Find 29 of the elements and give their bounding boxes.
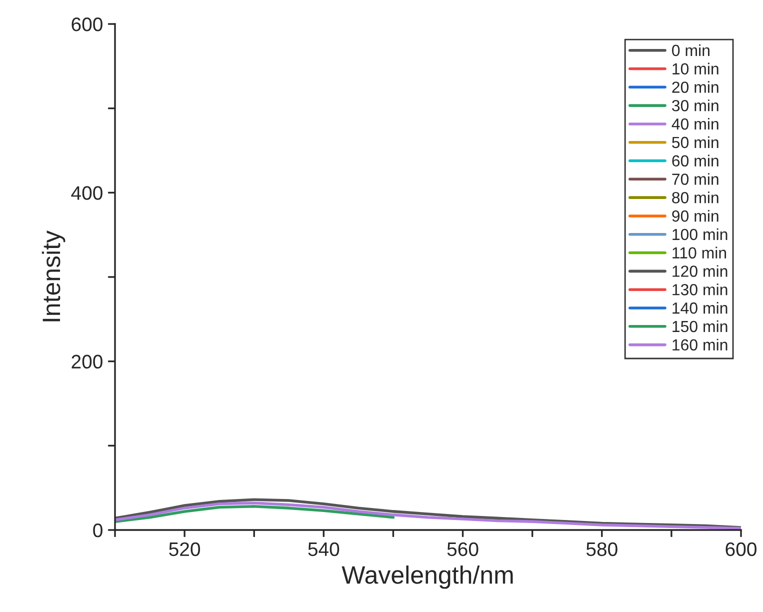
y-tick-label: 0 [93,523,102,538]
x-tick-label: 520 [169,542,200,556]
y-tick-label: 400 [71,186,102,200]
y-tick-label: 200 [72,354,102,369]
x-tick-label: 580 [586,542,618,556]
legend-label: 80 min [672,192,718,204]
legend-label: 0 min [672,44,710,56]
legend-label: 90 min [672,210,718,222]
legend-label: 100 min [672,228,728,240]
legend-label: 50 min [672,136,718,148]
legend-label: 120 min [672,265,728,277]
legend-label: 40 min [672,118,718,130]
legend-label: 150 min [672,320,728,332]
x-tick-label: 560 [447,542,478,556]
y-tick-label: 600 [72,17,102,32]
legend-label: 70 min [672,173,718,185]
legend-label: 20 min [672,81,718,93]
legend-label: 10 min [672,62,718,75]
x-axis-title: Wavelength/nm [342,565,513,589]
legend-label: 130 min [672,284,728,296]
line-series [115,504,395,523]
y-axis-title: Intensity [42,230,66,322]
legend-label: 140 min [672,302,728,314]
legend-label: 160 min [672,338,728,351]
x-tick-label: 600 [726,542,756,556]
legend-label: 110 min [672,246,726,259]
legend-label: 30 min [672,100,718,112]
x-tick-label: 540 [308,542,340,556]
legend-label: 60 min [672,154,718,167]
